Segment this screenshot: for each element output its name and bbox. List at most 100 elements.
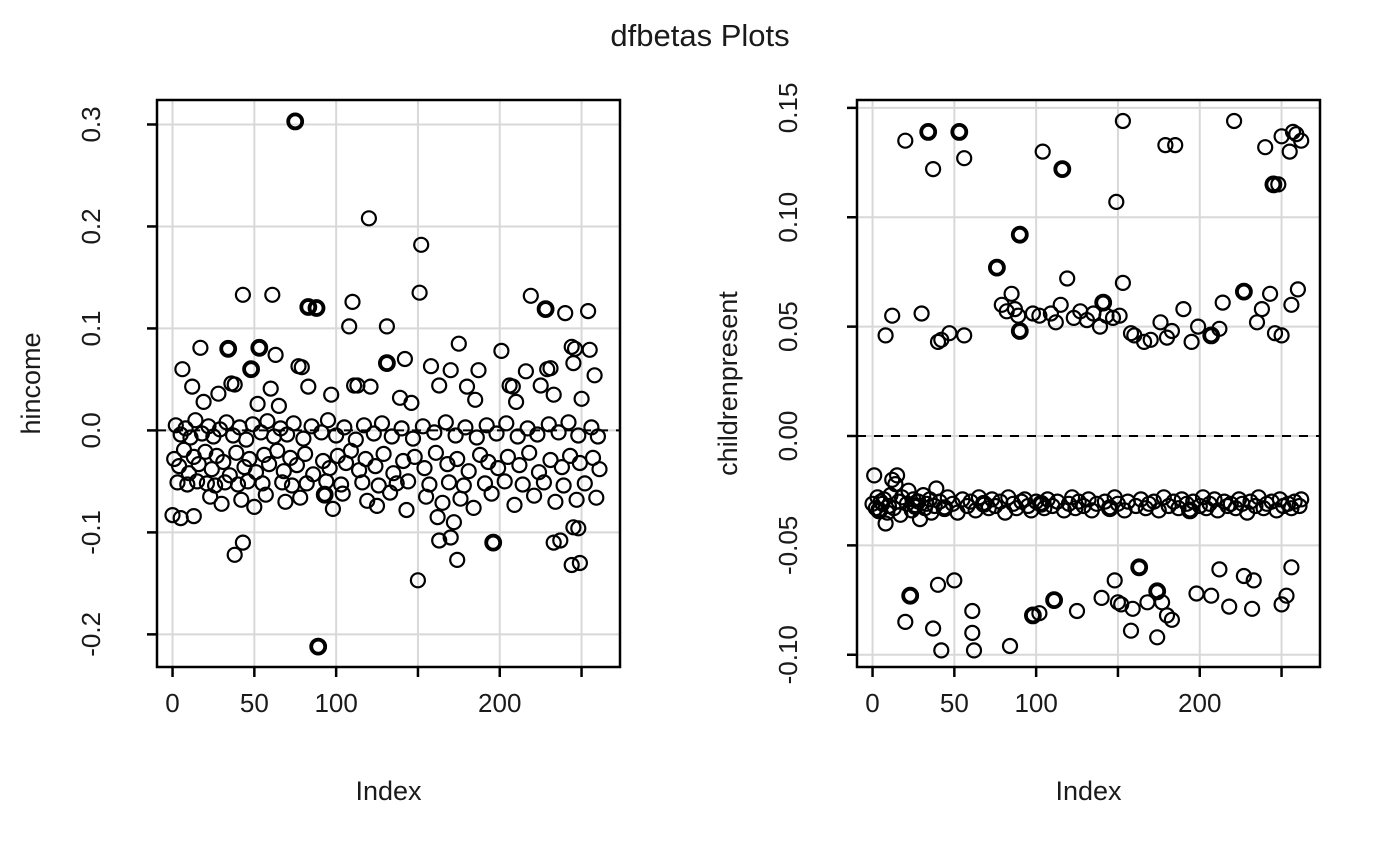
data-point	[1281, 143, 1298, 160]
data-point	[285, 415, 302, 432]
data-point	[242, 360, 261, 379]
data-point	[262, 380, 279, 397]
plot-frame	[155, 98, 622, 669]
data-point	[476, 475, 494, 492]
y-tick-label: -0.05	[773, 516, 803, 575]
data-point	[365, 425, 382, 442]
data-point	[1221, 598, 1238, 615]
data-point	[184, 378, 201, 395]
data-point	[1188, 585, 1205, 602]
data-point	[177, 420, 194, 437]
y-tick-label: 0.0	[76, 412, 106, 448]
gridlines	[857, 100, 1320, 667]
data-point	[924, 161, 942, 178]
data-point	[378, 318, 395, 335]
data-point	[450, 335, 467, 352]
data-point	[1010, 322, 1029, 340]
data-point	[367, 458, 384, 475]
data-point	[1108, 193, 1125, 210]
data-point	[267, 346, 284, 363]
data-point	[897, 613, 914, 631]
data-point	[219, 339, 238, 358]
y-axis-label: childrenpresent	[713, 291, 743, 476]
data-point	[1198, 500, 1215, 517]
data-point	[274, 474, 291, 491]
data-point	[1211, 561, 1228, 578]
data-point	[550, 424, 567, 441]
data-point	[1189, 318, 1207, 335]
data-point	[570, 427, 587, 444]
data-point	[542, 360, 559, 377]
data-point	[189, 473, 206, 490]
data-point	[1152, 314, 1169, 331]
data-point	[517, 363, 535, 380]
data-point	[884, 307, 901, 324]
data-point	[974, 494, 993, 513]
data-point	[400, 473, 417, 490]
data-point	[956, 327, 973, 344]
data-point	[1130, 558, 1149, 577]
data-point	[385, 465, 402, 482]
data-point	[888, 467, 906, 484]
data-point	[563, 556, 580, 574]
data-point	[1114, 112, 1132, 130]
data-point	[591, 461, 608, 478]
data-point	[229, 476, 247, 493]
data-point	[359, 492, 376, 509]
data-point	[422, 358, 440, 375]
y-tick-label: 0.00	[773, 411, 803, 462]
data-point	[429, 508, 446, 526]
data-point	[447, 427, 464, 444]
data-point	[465, 499, 482, 516]
gridlines	[157, 100, 620, 667]
data-point	[1253, 301, 1271, 318]
childrenpresent-plot: 0 50 100 200 0.15 0.10 0.05 0.00 -0.05 -0.10 Index…	[713, 83, 1322, 806]
data-point	[1261, 285, 1279, 302]
data-point	[434, 494, 451, 511]
data-point	[1225, 112, 1243, 130]
data-point	[573, 390, 590, 407]
data-point	[383, 428, 400, 445]
data-point	[964, 602, 981, 620]
data-point	[1163, 611, 1181, 628]
data-point	[333, 476, 350, 493]
data-point	[1052, 296, 1069, 313]
data-point	[449, 450, 466, 468]
data-point	[1181, 501, 1199, 520]
data-point	[324, 500, 341, 517]
data-point	[1036, 500, 1053, 517]
data-point	[269, 442, 286, 459]
data-point	[560, 414, 577, 431]
data-point	[959, 497, 976, 515]
data-point	[988, 258, 1006, 277]
data-point	[192, 339, 209, 356]
data-point	[259, 413, 276, 430]
data-point	[509, 428, 526, 445]
y-tick-label: 0.10	[773, 192, 803, 243]
data-point	[1158, 607, 1176, 624]
data-point	[525, 487, 543, 504]
data-point	[1109, 594, 1127, 611]
x-axis-label: Index	[355, 776, 422, 806]
data-point	[299, 298, 318, 316]
data-point	[926, 497, 943, 515]
data-point	[1031, 605, 1048, 622]
data-point	[244, 416, 261, 433]
data-point	[172, 509, 189, 527]
data-point	[313, 424, 330, 441]
data-point	[468, 429, 485, 446]
data-point	[437, 414, 454, 431]
data-point	[180, 465, 197, 482]
data-point	[1273, 327, 1290, 344]
data-point	[1053, 160, 1072, 179]
data-points	[864, 112, 1310, 659]
data-point	[377, 354, 396, 373]
data-point	[493, 342, 510, 359]
data-point	[504, 378, 521, 395]
data-point	[568, 491, 585, 508]
y-tick-label: -0.1	[76, 510, 106, 555]
data-point	[202, 488, 219, 505]
data-point	[522, 287, 539, 304]
data-point	[1243, 600, 1261, 617]
